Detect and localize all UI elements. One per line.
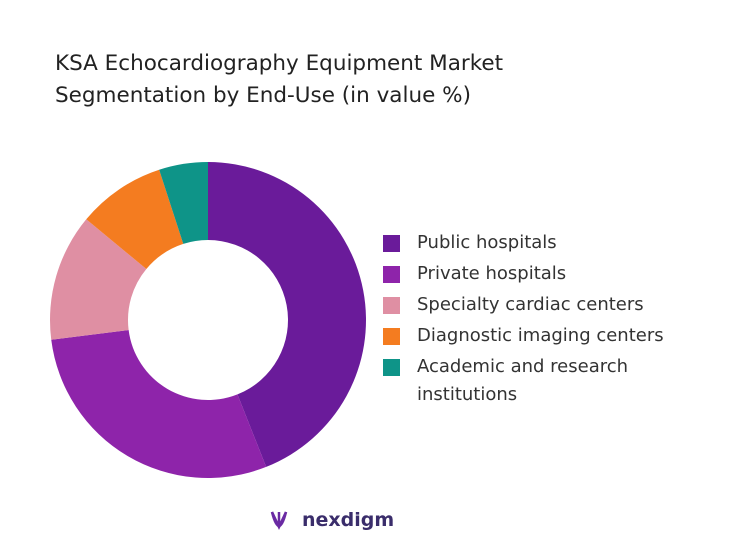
legend-swatch xyxy=(383,297,400,314)
legend: Public hospitals Private hospitals Special… xyxy=(383,229,723,412)
legend-label: Public hospitals xyxy=(417,232,557,253)
legend-label: Diagnostic imaging centers xyxy=(417,325,664,346)
legend-swatch xyxy=(383,266,400,283)
donut-slice xyxy=(86,169,184,270)
legend-label: Specialty cardiac centers xyxy=(417,294,644,315)
brand-name: nexdigm xyxy=(302,509,395,531)
donut-slice xyxy=(159,162,208,244)
donut-slice xyxy=(51,330,267,479)
legend-item: Academic and research institutions xyxy=(383,353,707,409)
legend-swatch xyxy=(383,359,400,376)
chart-title: KSA Echocardiography Equipment Market Se… xyxy=(55,51,504,108)
legend-swatch xyxy=(383,235,400,252)
legend-label: Academic and research institutions xyxy=(417,356,629,405)
donut-slice xyxy=(50,219,147,340)
legend-label: Private hospitals xyxy=(417,263,567,284)
donut-slice xyxy=(208,162,367,467)
legend-item: Private hospitals xyxy=(383,260,707,288)
legend-item: Public hospitals xyxy=(383,229,707,257)
legend-swatch xyxy=(383,328,400,345)
legend-item: Specialty cardiac centers xyxy=(383,291,707,319)
legend-item: Diagnostic imaging centers xyxy=(383,322,707,350)
logo-icon xyxy=(270,511,288,528)
